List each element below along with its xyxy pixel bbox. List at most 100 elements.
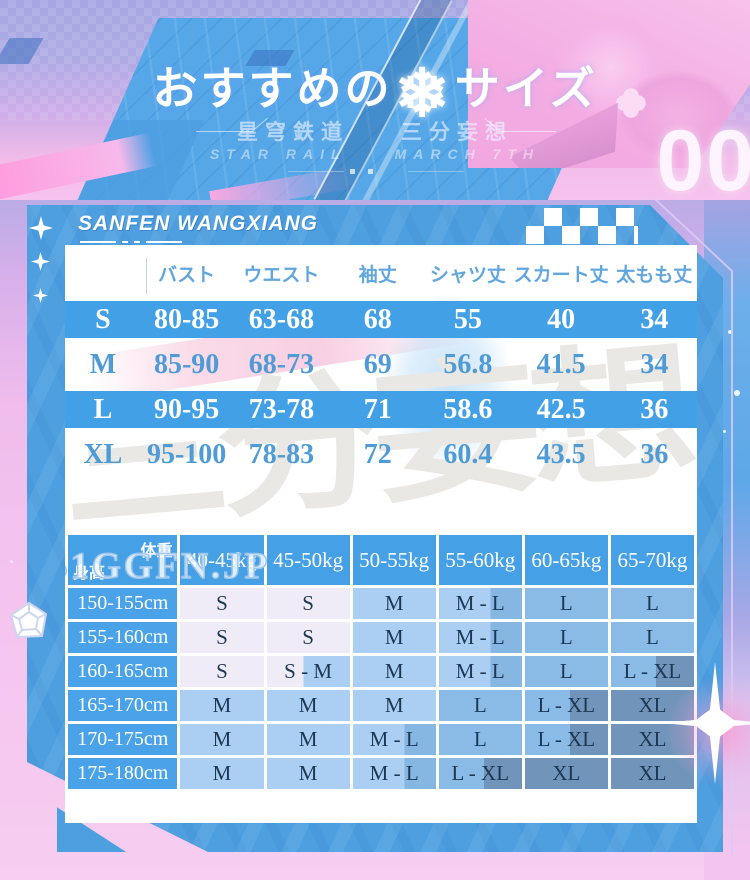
brush-streak-blue	[383, 293, 513, 473]
fit-size-cell: L	[610, 622, 694, 653]
flower-ornament	[616, 88, 646, 118]
fit-size-cell: M	[352, 690, 436, 721]
fit-size-cell: S	[180, 622, 264, 653]
fit-size-cell: S	[266, 588, 350, 619]
size-row-l: L 90-95 73-78 71 58.6 42.5 36	[65, 391, 697, 428]
height-row-header: 160-165cm	[68, 656, 178, 687]
title-right: サイズ	[454, 63, 598, 114]
subtitle-en-right: MARCH 7TH	[394, 146, 541, 162]
size-row-m: M 85-90 68-73 69 56.8 41.5 34	[65, 338, 697, 391]
size-value: 73-78	[248, 393, 315, 425]
size-column-header: ウエスト	[243, 264, 320, 286]
deco-line	[288, 171, 344, 172]
fit-size-cell: L - XL	[524, 690, 608, 721]
size-value: 85-90	[153, 348, 220, 380]
weight-column-header: 50-55kg	[352, 535, 436, 585]
deco-square	[368, 169, 373, 174]
size-value: 56.8	[443, 348, 493, 380]
title-left: おすすめの	[152, 63, 393, 114]
fit-size-cell: M	[180, 690, 264, 721]
fit-table: 体重 身高 40-45kg 45-50kg 50-55kg 55-60kg 60-65k…	[65, 532, 697, 792]
size-column-header: バスト	[158, 264, 216, 286]
banner-title: おすすめの❄サイズ	[152, 56, 598, 130]
size-value: 95-100	[146, 438, 227, 470]
fit-size-cell: L	[610, 588, 694, 619]
fit-size-cell: L	[524, 588, 608, 619]
size-value: 40	[547, 303, 576, 335]
size-label: M	[89, 348, 117, 380]
size-column-header: 袖丈	[358, 264, 397, 286]
fit-size-cell: M	[180, 758, 264, 789]
size-row-xl: XL 95-100 78-83 72 60.4 43.5 36	[65, 428, 697, 481]
size-value: 68	[363, 303, 392, 335]
brand-underline	[80, 241, 182, 243]
size-value: 72	[363, 438, 392, 470]
size-label: XL	[83, 438, 123, 470]
site-watermark: 51GGFN.JP	[65, 545, 271, 588]
fit-size-cell: M	[266, 690, 350, 721]
size-value: 60.4	[443, 438, 493, 470]
deco-line	[408, 171, 464, 172]
checker-flag-decoration	[526, 208, 638, 244]
sparkle-dot	[728, 330, 732, 334]
size-table-corner	[65, 245, 141, 301]
header-banner: おすすめの❄サイズ 星穹鉄道 三分妄想 STAR RAIL MARCH 7TH 00	[0, 0, 750, 200]
weight-column-header: 60-65kg	[524, 535, 608, 585]
fit-size-cell: L	[438, 724, 522, 755]
weight-column-header: 45-50kg	[266, 535, 350, 585]
size-value: 78-83	[248, 438, 315, 470]
size-table: バスト ウエスト 袖丈 シャツ丈 スカート丈 太もも丈 S 80-85 63-68 68 55 40…	[65, 245, 697, 481]
fit-size-cell: M	[352, 656, 436, 687]
subtitle-jp-right: 三分妄想	[401, 121, 513, 144]
weight-column-header: 65-70kg	[610, 535, 694, 585]
fit-size-cell: M - L	[438, 656, 522, 687]
size-value: 71	[363, 393, 392, 425]
fit-size-cell: M	[266, 724, 350, 755]
fit-size-cell: S	[180, 656, 264, 687]
size-value: 68-73	[248, 348, 315, 380]
deco-line	[498, 131, 556, 132]
fit-size-cell: L - XL	[438, 758, 522, 789]
deco-line	[196, 131, 254, 132]
height-row-header: 170-175cm	[68, 724, 178, 755]
fit-size-cell: S - M	[266, 656, 350, 687]
subtitle-en-left: STAR RAIL	[209, 146, 347, 162]
size-value: 80-85	[153, 303, 220, 335]
size-value: 43.5	[536, 438, 586, 470]
character-art	[468, 0, 750, 168]
fit-size-cell: XL	[524, 758, 608, 789]
height-row-header: 150-155cm	[68, 588, 178, 619]
size-value: 36	[640, 438, 669, 470]
subtitle-en: STAR RAIL MARCH 7TH	[0, 146, 750, 162]
fit-size-cell: M - L	[438, 588, 522, 619]
fit-size-cell: M	[180, 724, 264, 755]
fit-size-cell: M - L	[352, 758, 436, 789]
size-value: 90-95	[153, 393, 220, 425]
weight-label: 体重	[140, 543, 173, 560]
sparkle-dot	[10, 560, 13, 563]
fit-size-cell: S	[180, 588, 264, 619]
height-row-header: 165-170cm	[68, 690, 178, 721]
fit-size-cell: L	[524, 622, 608, 653]
fit-size-cell: S	[266, 622, 350, 653]
size-value: 34	[640, 348, 669, 380]
size-label: L	[93, 393, 113, 425]
header-divider	[146, 258, 147, 294]
content-box: 三分妄想 バスト ウエスト 袖丈 シャツ丈 スカート丈 太もも丈 S 80-85 63-68 6…	[65, 245, 697, 823]
height-label: 身高	[73, 565, 106, 582]
size-value: 41.5	[536, 348, 586, 380]
size-column-header: スカート丈	[513, 264, 609, 286]
size-value: 34	[640, 303, 669, 335]
fit-size-cell: M - L	[438, 622, 522, 653]
height-row-header: 155-160cm	[68, 622, 178, 653]
size-row-s: S 80-85 63-68 68 55 40 34	[65, 301, 697, 338]
corner-cell: 体重 身高	[68, 535, 178, 585]
size-label: S	[95, 303, 111, 335]
fit-size-cell: M	[266, 758, 350, 789]
size-value: 58.6	[443, 393, 493, 425]
